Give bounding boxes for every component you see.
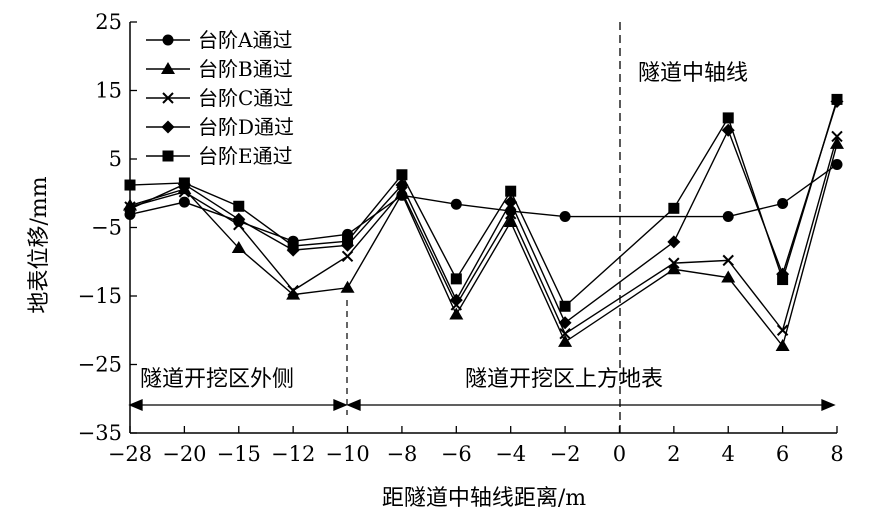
data-point [558,334,573,347]
data-point [449,293,463,307]
data-point [178,196,190,208]
data-point [831,93,843,105]
outside-region-label: 隧道开挖区外侧 [140,367,294,392]
data-point [396,169,408,181]
data-point [668,202,680,214]
y-tick-label: −15 [78,284,122,308]
x-tick-label: −20 [162,442,206,466]
data-point [178,186,191,198]
x-tick-label: −8 [386,442,417,466]
legend-item: 台阶A通过 [146,28,292,52]
x-tick-label: 8 [830,442,843,466]
data-point [666,262,681,275]
x-tick-label: −2 [550,442,581,466]
x-tick-label: −10 [325,442,369,466]
data-point [450,273,462,285]
legend-item: 台阶D通过 [146,115,294,139]
x-tick-label: −15 [217,442,261,466]
data-point [123,202,137,216]
series-e [124,93,843,312]
data-point [559,327,571,340]
data-point [124,179,136,191]
data-point [777,198,789,210]
legend-marker [162,34,174,46]
data-point [287,284,299,297]
data-point [503,215,518,228]
x-tick-label: 6 [776,442,789,466]
x-tick-label: −4 [495,442,526,466]
data-point [775,339,790,352]
series-group [123,93,844,352]
data-point [231,241,246,254]
y-tick-label: 5 [109,147,122,171]
data-point [341,250,354,262]
x-tick-label: 4 [722,442,735,466]
data-point [830,136,844,149]
data-point [232,212,246,226]
x-tick-label: 2 [667,442,680,466]
y-tick-label: −5 [91,216,122,240]
data-point [559,300,571,312]
series-line [129,143,838,348]
y-tick-label: 25 [95,10,122,34]
y-ticks: 25 15 5 −5 −15 −25 −35 [78,10,137,445]
data-point [287,240,299,252]
series-line [129,163,838,242]
series-b [123,136,844,352]
data-point [559,211,571,223]
legend-marker [162,92,174,104]
outside-region-arrow [128,399,348,411]
data-point [450,198,462,210]
legend-label: 台阶E通过 [198,144,293,168]
above-region-label: 隧道开挖区上方地表 [465,367,663,392]
data-point [178,177,190,189]
data-point [505,185,517,197]
data-point [831,158,843,170]
data-point [668,257,680,269]
legend-label: 台阶D通过 [198,115,294,139]
legend-label: 台阶C通过 [198,86,293,110]
x-ticks: −28 −20 −15 −12 −10 −8 −6 −4 −2 0 2 4 6 8 [108,426,844,466]
legend-item: 台阶B通过 [146,57,293,81]
data-point [831,130,843,143]
y-tick-label: −35 [78,421,122,445]
x-tick-label: 0 [613,442,626,466]
data-point [233,200,245,212]
y-axis-title: 地表位移/mm [27,176,52,313]
data-point [721,270,736,283]
data-point [722,211,734,223]
above-region-arrow [346,399,836,411]
data-point [342,235,354,247]
legend-marker [161,120,175,134]
x-axis-title: 距隧道中轴线距离/m [382,486,586,511]
data-point [558,316,572,330]
data-point [776,324,789,336]
data-point [286,287,301,300]
legend-marker [161,62,175,74]
data-point [340,280,355,293]
legend-marker [162,150,174,162]
data-point [667,235,681,249]
legend-label: 台阶A通过 [198,28,292,52]
data-point [722,254,734,267]
legend-item: 台阶E通过 [146,144,293,168]
data-point [777,274,789,286]
data-point [449,307,464,320]
y-tick-label: −25 [78,353,122,377]
center-line-label: 隧道中轴线 [638,61,748,86]
y-tick-label: 15 [95,79,122,103]
legend-item: 台阶C通过 [146,86,293,110]
data-point [722,112,734,124]
x-tick-label: −28 [108,442,152,466]
x-tick-label: −12 [271,442,315,466]
x-tick-label: −6 [441,442,472,466]
legend-label: 台阶B通过 [198,57,293,81]
